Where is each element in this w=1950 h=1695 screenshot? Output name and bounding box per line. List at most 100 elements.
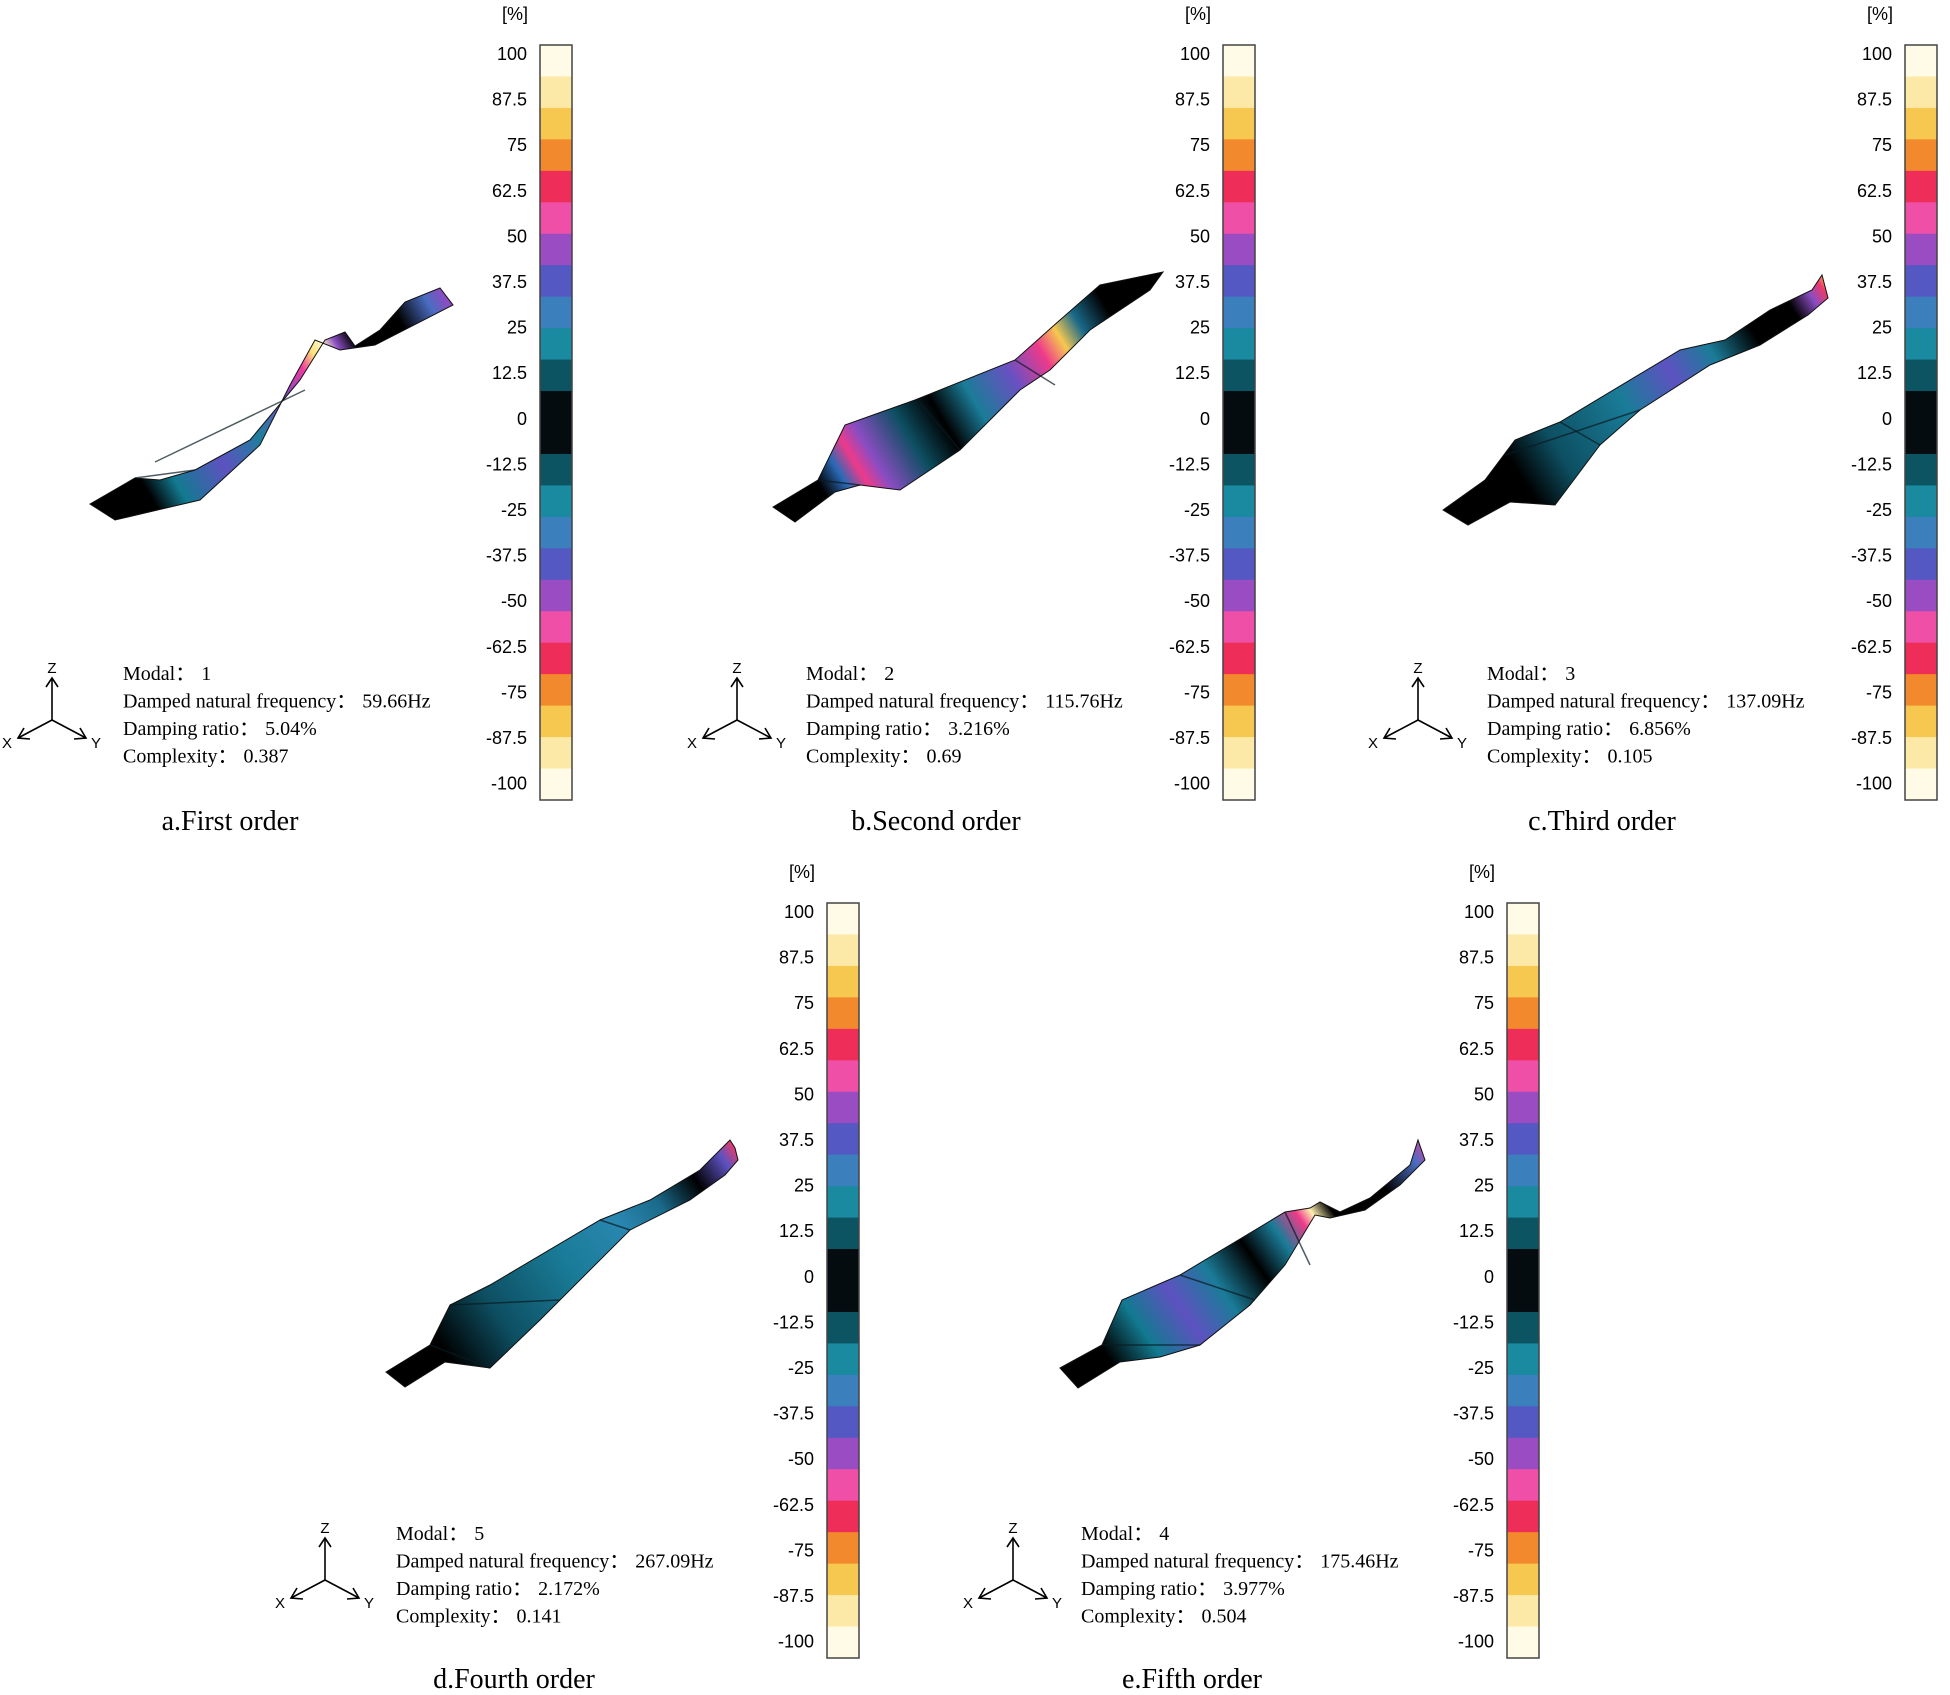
- color-scale-band: [827, 1595, 859, 1628]
- color-scale-tick-label: 25: [507, 318, 527, 338]
- color-scale-band: [1905, 548, 1937, 581]
- color-scale-tick-label: -62.5: [1169, 637, 1210, 657]
- color-scale-frame: [1506, 902, 1540, 1659]
- color-scale-band: [827, 1123, 859, 1156]
- color-scale-tick-label: -12.5: [1851, 454, 1892, 474]
- color-scale-band: [1223, 611, 1255, 644]
- color-scale-frame: [539, 44, 573, 801]
- color-scale-band: [827, 903, 859, 936]
- mode-info-block: Modal： 3 Damped natural frequency： 137.09Hz…: [1487, 663, 1805, 768]
- color-scale-band: [540, 453, 572, 487]
- y-axis-arrow: [1012, 1579, 1048, 1599]
- x-axis-label: X: [275, 1595, 285, 1612]
- color-scale-band: [827, 1343, 859, 1376]
- color-scale-tick-label: -100: [1856, 774, 1892, 794]
- color-scale-band: [1905, 391, 1937, 424]
- color-scale-band: [1223, 328, 1255, 361]
- color-scale-tick-label: 0: [1882, 409, 1892, 429]
- color-scale-band: [1223, 76, 1255, 109]
- damping-ratio-line-value: 2.172%: [538, 1578, 600, 1600]
- color-scale-band: [1223, 642, 1255, 675]
- y-axis-label: Y: [1457, 735, 1467, 752]
- color-scale-band: [1507, 965, 1539, 998]
- color-scale-tick-label: -75: [1468, 1540, 1494, 1560]
- color-scale-tick-label: -87.5: [486, 728, 527, 748]
- color-scale-tick-label: 37.5: [1857, 272, 1892, 292]
- mode-shape-surface: [89, 287, 454, 521]
- color-scale-tick-label: 75: [1872, 135, 1892, 155]
- color-scale-band: [540, 170, 572, 203]
- color-scale-tick-label: 100: [1464, 902, 1494, 922]
- x-axis-arrowhead: [977, 1587, 992, 1600]
- surface-fold-line: [1284, 1211, 1311, 1266]
- color-scale-tick-label: 50: [507, 226, 527, 246]
- damping-ratio-line: Damping ratio： 5.04%: [123, 718, 317, 740]
- color-scale-tick-label: 25: [1190, 318, 1210, 338]
- mode-shape-surface: [772, 271, 1165, 523]
- color-scale-band: [1223, 674, 1255, 707]
- color-scale-band: [1905, 233, 1937, 266]
- color-scale-band: [540, 359, 572, 392]
- color-scale-band: [827, 1311, 859, 1345]
- y-axis-arrowhead: [73, 727, 88, 740]
- z-axis-label: Z: [320, 1520, 329, 1537]
- color-scale-tick-label: -37.5: [486, 546, 527, 566]
- frequency-line-label: Damped natural frequency：: [806, 691, 1039, 713]
- color-scale-band: [1905, 265, 1937, 298]
- color-scale-band: [1223, 391, 1255, 424]
- color-scale-tick-label: -62.5: [486, 637, 527, 657]
- x-axis-arrow: [17, 719, 53, 739]
- color-scale-tick-label: -100: [1174, 774, 1210, 794]
- coordinate-axes-icon: Z X Y: [963, 1520, 1062, 1612]
- color-scale-band: [1507, 1374, 1539, 1407]
- surface-fold-line: [1179, 1274, 1256, 1301]
- color-scale-tick-label: 50: [1474, 1084, 1494, 1104]
- color-scale-band: [1507, 1343, 1539, 1376]
- modal-line: Modal： 3: [1487, 663, 1575, 685]
- deformed-beam-shape: [385, 1139, 739, 1388]
- color-scale-tick-label: 12.5: [1857, 363, 1892, 383]
- color-scale-tick-label: 62.5: [1175, 181, 1210, 201]
- panel-caption: d.Fourth order: [433, 1664, 595, 1695]
- z-axis-arrowhead: [318, 1536, 332, 1548]
- damping-ratio-line: Damping ratio： 3.977%: [1081, 1578, 1285, 1600]
- color-scale-tick-label: 37.5: [1175, 272, 1210, 292]
- color-scale-tick-label: -62.5: [773, 1495, 814, 1515]
- color-scale-band: [1905, 453, 1937, 487]
- y-axis-label: Y: [776, 735, 786, 752]
- color-scale-band: [827, 1280, 859, 1313]
- color-scale-band: [1507, 1154, 1539, 1187]
- color-scale-unit: [%]: [1867, 4, 1893, 24]
- frequency-line: Damped natural frequency： 59.66Hz: [123, 691, 431, 713]
- color-scale-band: [1905, 516, 1937, 549]
- panel-caption: a.First order: [162, 806, 300, 837]
- mode-info-block: Modal： 5 Damped natural frequency： 267.09Hz…: [396, 1523, 714, 1628]
- color-scale-tick-label: -12.5: [486, 454, 527, 474]
- x-axis-arrow: [978, 1579, 1014, 1599]
- color-scale-band: [1507, 1626, 1539, 1659]
- color-scale-band: [1507, 1028, 1539, 1061]
- complexity-line: Complexity： 0.69: [806, 746, 961, 768]
- modal-line-value: 4: [1159, 1523, 1169, 1545]
- deformed-beam-shape: [1442, 273, 1829, 526]
- frequency-line-value: 59.66Hz: [362, 691, 430, 713]
- color-scale-tick-label: -87.5: [773, 1586, 814, 1606]
- surface-fold-line: [429, 1344, 491, 1369]
- color-scale-tick-label: 75: [507, 135, 527, 155]
- color-scale-band: [1905, 76, 1937, 109]
- surface-fold-line: [599, 1219, 631, 1231]
- color-scale-tick-label: -25: [1866, 500, 1892, 520]
- mode-panel-b: [%] 100 87.5 75 62.5 50 37.5 25 12.5 0 -12.5 -25 -37…: [687, 4, 1256, 837]
- color-scale-band: [1905, 296, 1937, 329]
- color-scale-band: [1223, 768, 1255, 801]
- color-scale-tick-label: -37.5: [1453, 1404, 1494, 1424]
- y-axis-label: Y: [364, 1595, 374, 1612]
- color-scale-band: [1905, 170, 1937, 203]
- modal-line-value: 2: [884, 663, 894, 685]
- color-scale-legend: [%] 100 87.5 75 62.5 50 37.5 25 12.5 0 -12.5 -25 -37…: [486, 4, 573, 801]
- x-axis-label: X: [1368, 735, 1378, 752]
- color-scale-band: [1223, 170, 1255, 203]
- modal-line-value: 3: [1565, 663, 1575, 685]
- color-scale-unit: [%]: [1185, 4, 1211, 24]
